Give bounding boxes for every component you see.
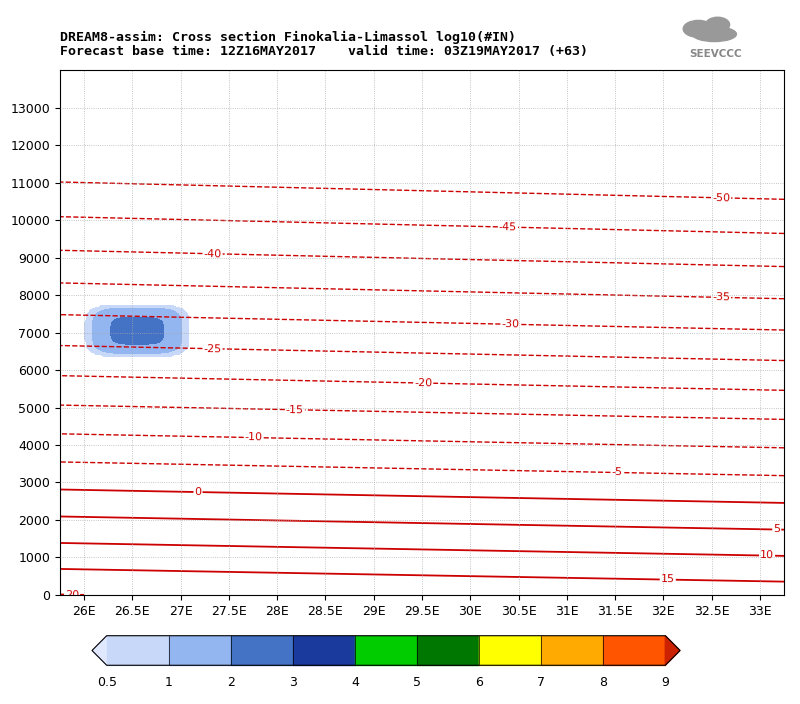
Text: 5: 5 xyxy=(773,524,780,534)
Ellipse shape xyxy=(706,18,730,32)
Bar xyxy=(541,636,603,665)
Text: 10: 10 xyxy=(760,551,774,560)
Bar xyxy=(106,636,169,665)
Text: -50: -50 xyxy=(712,193,730,203)
Text: SEEVCCC: SEEVCCC xyxy=(690,49,742,59)
Polygon shape xyxy=(92,636,106,665)
Ellipse shape xyxy=(683,20,714,37)
Text: -40: -40 xyxy=(203,249,222,259)
Text: -25: -25 xyxy=(203,344,222,354)
Text: 8: 8 xyxy=(599,676,607,689)
Text: -10: -10 xyxy=(245,432,263,443)
Text: 7: 7 xyxy=(537,676,545,689)
Bar xyxy=(231,636,293,665)
Text: -45: -45 xyxy=(498,222,517,232)
Text: 3: 3 xyxy=(289,676,297,689)
Text: 1: 1 xyxy=(165,676,173,689)
Bar xyxy=(417,636,479,665)
Text: -15: -15 xyxy=(286,405,304,415)
Text: 20: 20 xyxy=(65,589,79,600)
Bar xyxy=(603,636,666,665)
Text: 15: 15 xyxy=(661,574,675,585)
Text: DREAM8-assim: Cross section Finokalia-Limassol log10(#IN): DREAM8-assim: Cross section Finokalia-Li… xyxy=(60,31,516,44)
Bar xyxy=(169,636,231,665)
Text: -30: -30 xyxy=(502,319,519,329)
Text: 5: 5 xyxy=(413,676,421,689)
Text: 0.5: 0.5 xyxy=(97,676,117,689)
Text: 0: 0 xyxy=(194,487,202,497)
Text: Forecast base time: 12Z16MAY2017    valid time: 03Z19MAY2017 (+63): Forecast base time: 12Z16MAY2017 valid t… xyxy=(60,46,588,58)
Text: 9: 9 xyxy=(662,676,670,689)
Bar xyxy=(293,636,355,665)
Ellipse shape xyxy=(692,27,736,42)
Text: -5: -5 xyxy=(611,467,622,477)
Text: 6: 6 xyxy=(475,676,483,689)
Text: 4: 4 xyxy=(351,676,359,689)
Bar xyxy=(479,636,541,665)
Text: -20: -20 xyxy=(414,378,432,388)
Text: 2: 2 xyxy=(227,676,234,689)
Bar xyxy=(355,636,417,665)
Polygon shape xyxy=(666,636,680,665)
Text: -35: -35 xyxy=(712,292,730,303)
